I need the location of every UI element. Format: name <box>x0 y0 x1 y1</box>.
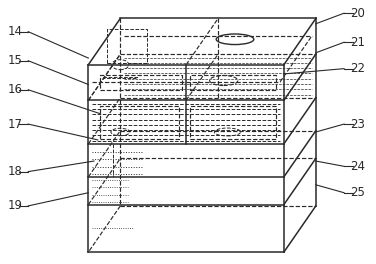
Text: 15: 15 <box>8 54 23 67</box>
Text: 14: 14 <box>8 25 23 38</box>
Text: 25: 25 <box>350 186 365 199</box>
Text: 17: 17 <box>8 117 23 131</box>
Text: 19: 19 <box>8 199 23 213</box>
Text: 23: 23 <box>350 117 365 131</box>
Text: 22: 22 <box>350 62 365 75</box>
Text: 20: 20 <box>350 7 365 20</box>
Text: 16: 16 <box>8 83 23 96</box>
Text: 21: 21 <box>350 36 365 49</box>
Text: 18: 18 <box>8 165 23 178</box>
Text: 24: 24 <box>350 160 365 173</box>
